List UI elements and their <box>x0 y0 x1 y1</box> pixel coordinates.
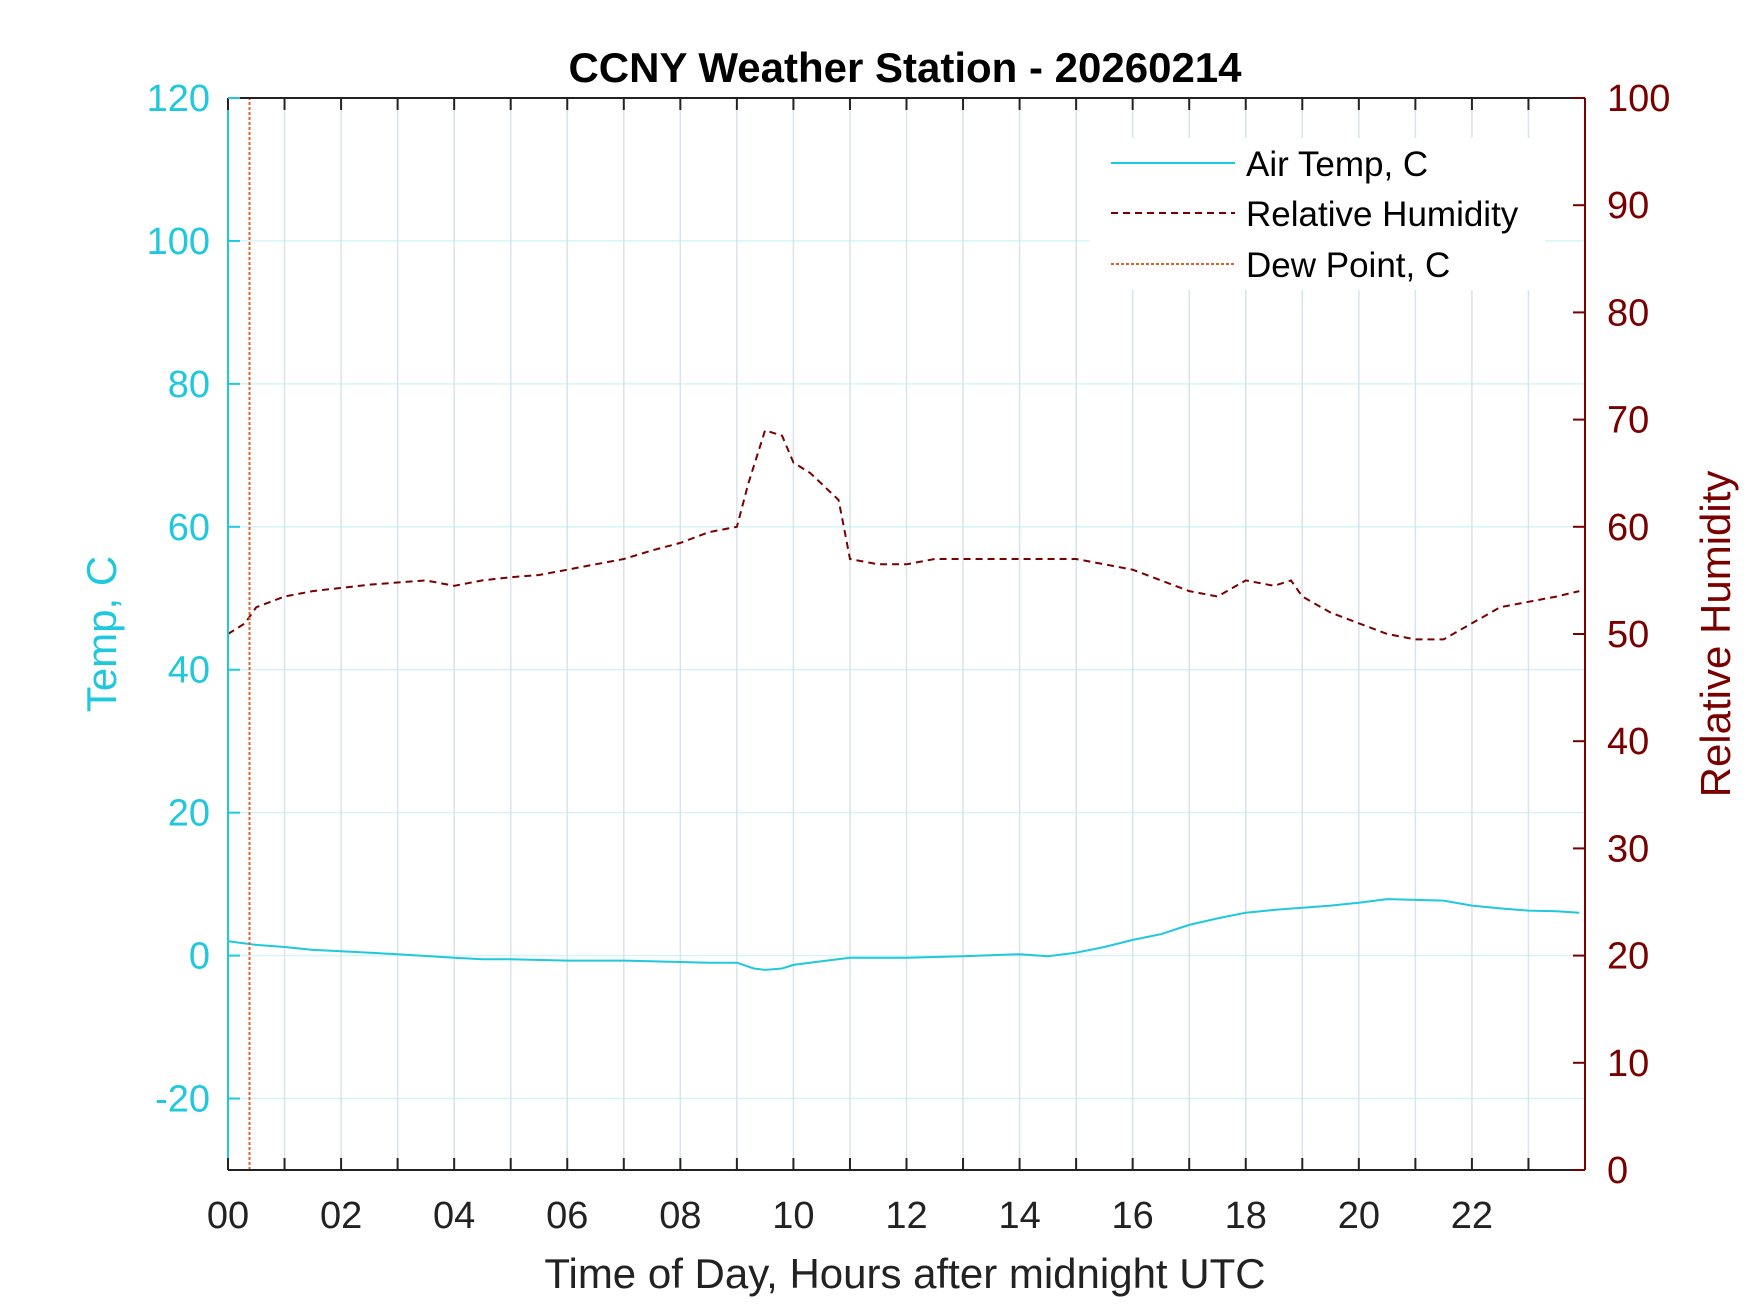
left-tick-label: 80 <box>168 364 210 406</box>
legend-label-humidity: Relative Humidity <box>1246 195 1519 234</box>
chart-title: CCNY Weather Station - 20260214 <box>568 44 1242 91</box>
left-axis-label: Temp, C <box>78 556 125 712</box>
left-tick-label: -20 <box>155 1079 210 1121</box>
legend-label-dew-point: Dew Point, C <box>1246 246 1450 285</box>
right-tick-label: 80 <box>1607 292 1649 334</box>
right-tick-label: 60 <box>1607 507 1649 549</box>
x-tick-label: 08 <box>659 1195 701 1237</box>
right-tick-label: 70 <box>1607 400 1649 442</box>
left-tick-label: 0 <box>189 936 210 978</box>
legend: Air Temp, C Relative Humidity Dew Point,… <box>1090 138 1545 290</box>
right-tick-label: 90 <box>1607 185 1649 227</box>
grid-layer <box>228 97 1585 1170</box>
x-tick-label: 14 <box>998 1195 1040 1237</box>
left-tick-label: 20 <box>168 793 210 835</box>
left-tick-label: 100 <box>147 221 210 263</box>
series-line-humidity <box>227 429 1580 641</box>
right-tick-label: 50 <box>1607 614 1649 656</box>
left-tick-label: 40 <box>168 650 210 692</box>
left-tick-label: 60 <box>168 507 210 549</box>
x-tick-label: 04 <box>433 1195 475 1237</box>
x-tick-label: 02 <box>320 1195 362 1237</box>
x-tick-label: 10 <box>772 1195 814 1237</box>
right-tick-label: 20 <box>1607 936 1649 978</box>
x-tick-label: 12 <box>885 1195 927 1237</box>
right-tick-label: 30 <box>1607 828 1649 870</box>
x-tick-label: 20 <box>1338 1195 1380 1237</box>
x-tick-label: 00 <box>207 1195 249 1237</box>
left-tick-label: 120 <box>147 78 210 120</box>
ticks-layer: 00 02 04 06 08 10 12 14 16 18 20 22-200204060801001… <box>147 78 1671 1237</box>
series-line-air-temp <box>227 898 1580 971</box>
x-tick-label: 06 <box>546 1195 588 1237</box>
x-tick-label: 18 <box>1225 1195 1267 1237</box>
right-tick-label: 0 <box>1607 1150 1628 1192</box>
right-tick-label: 40 <box>1607 721 1649 763</box>
right-axis-label: Relative Humidity <box>1692 471 1739 798</box>
x-axis-label: Time of Day, Hours after midnight UTC <box>544 1250 1265 1297</box>
x-tick-label: 22 <box>1451 1195 1493 1237</box>
right-tick-label: 10 <box>1607 1043 1649 1085</box>
right-tick-label: 100 <box>1607 78 1670 120</box>
x-tick-label: 16 <box>1112 1195 1154 1237</box>
legend-label-air-temp: Air Temp, C <box>1246 145 1428 184</box>
series-layer <box>227 98 1580 1170</box>
